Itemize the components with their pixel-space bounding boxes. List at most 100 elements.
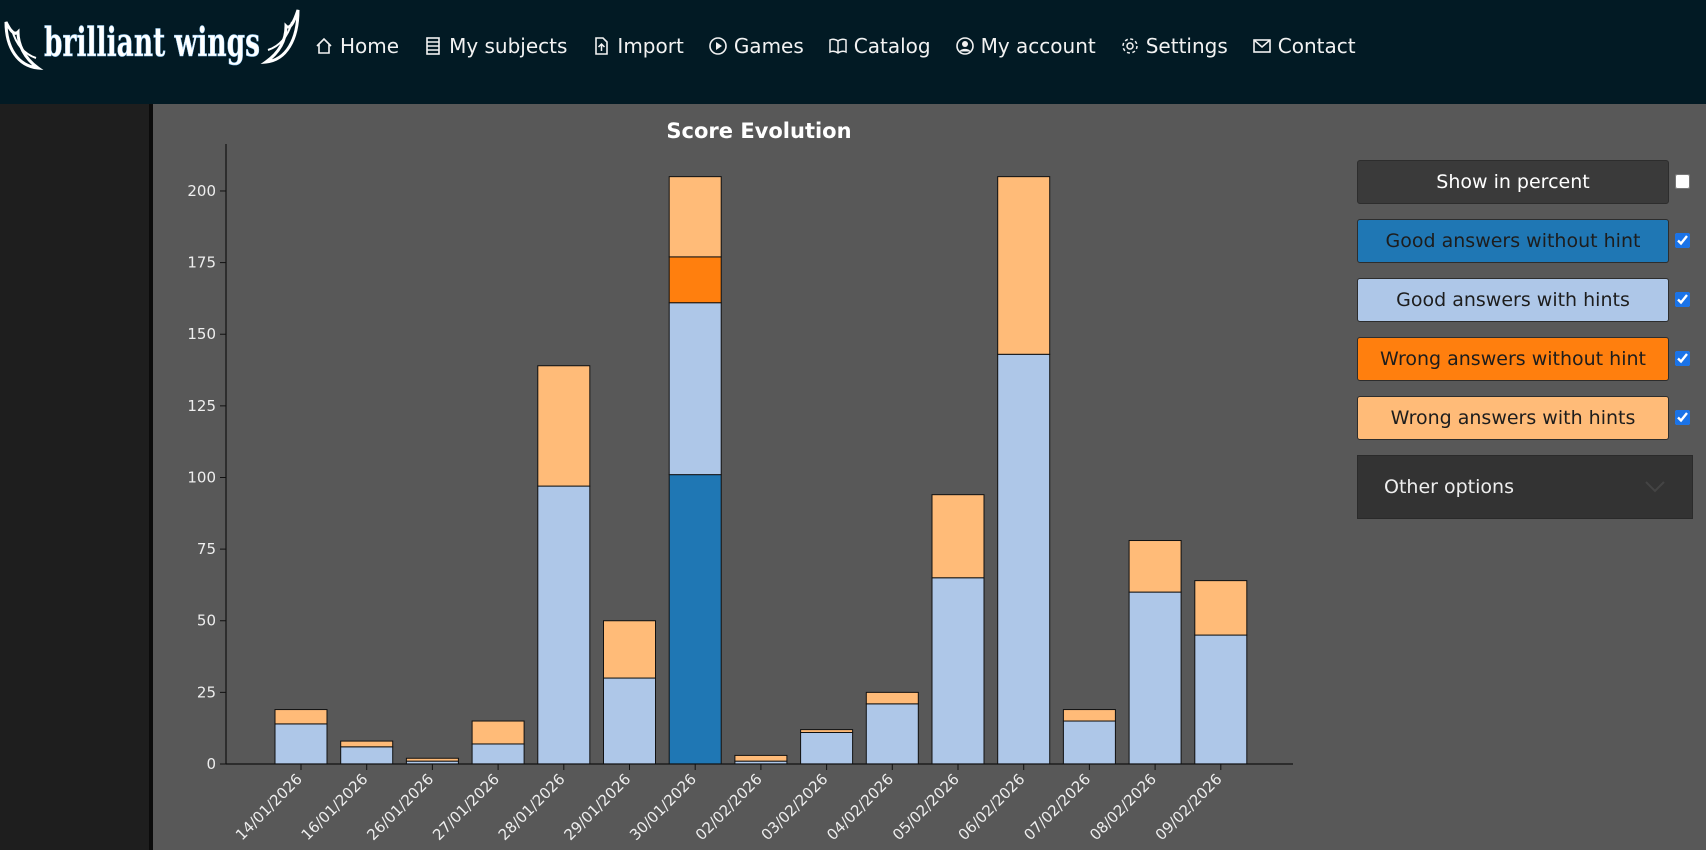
nav-item-contact[interactable]: Contact (1252, 34, 1356, 58)
legend-checkbox[interactable] (1675, 292, 1690, 307)
bar-segment (603, 620, 656, 679)
y-tick-label: 25 (197, 683, 216, 701)
bar-segment (340, 740, 394, 748)
brilliant-wings-logo[interactable]: brilliant wings (4, 4, 300, 74)
bar-segment (800, 731, 854, 765)
nav-item-catalog[interactable]: Catalog (828, 34, 931, 58)
bars-group (274, 176, 1248, 765)
main-nav: Home My subjects Import Games Catalog My acco… (314, 30, 1380, 62)
bar-segment (668, 302, 722, 476)
nav-item-import[interactable]: Import (591, 34, 684, 58)
legend-row: Good answers with hints (1357, 278, 1697, 324)
legend-toggle-button[interactable]: Wrong answers without hint (1357, 337, 1669, 381)
x-tick-label: 05/02/2026 (889, 770, 963, 844)
x-tick-label: 03/02/2026 (758, 770, 832, 844)
nav-item-label: Home (340, 34, 400, 58)
bar-segment (931, 494, 985, 579)
list-icon (426, 37, 440, 55)
x-tick-label: 28/01/2026 (495, 770, 569, 844)
bar-segment (997, 176, 1051, 355)
bar-segment (668, 474, 722, 765)
show-percent-label: Show in percent (1436, 171, 1590, 193)
y-tick-label: 100 (187, 468, 216, 486)
nav-item-home[interactable]: Home (314, 34, 399, 58)
left-sidebar (0, 104, 153, 850)
legend-checkbox[interactable] (1675, 233, 1690, 248)
bar-segment (471, 743, 525, 765)
play-circle-icon (709, 37, 727, 55)
envelope-icon (1252, 39, 1271, 53)
x-tick-label: 09/02/2026 (1152, 770, 1226, 844)
legend-toggle-button[interactable]: Good answers with hints (1357, 278, 1669, 322)
legend-label: Good answers without hint (1385, 230, 1641, 252)
legend-list: Good answers without hint Good answers wi… (1357, 219, 1697, 442)
bar-segment (1194, 634, 1248, 765)
legend-toggle-button[interactable]: Wrong answers with hints (1357, 396, 1669, 440)
legend-row: Wrong answers with hints (1357, 396, 1697, 442)
user-circle-icon (955, 37, 974, 55)
chart-title: Score Evolution (666, 119, 851, 143)
nav-item-label: My subjects (449, 34, 568, 58)
x-tick-label: 30/01/2026 (626, 770, 700, 844)
bar-segment (274, 709, 328, 725)
bar-segment (1194, 580, 1248, 636)
bar-segment (340, 746, 394, 765)
nav-item-label: Contact (1277, 34, 1356, 58)
y-axis: 0 25 50 75 100 125 150 175 200 (187, 144, 227, 773)
x-tick-label: 26/01/2026 (363, 770, 437, 844)
show-percent-button[interactable]: Show in percent (1357, 160, 1669, 204)
book-icon (829, 38, 847, 54)
nav-item-label: Import (617, 34, 684, 58)
bar-segment (537, 365, 591, 487)
y-tick-label: 200 (187, 182, 216, 200)
other-options-dropdown[interactable]: Other options (1357, 455, 1693, 519)
legend-row: Good answers without hint (1357, 219, 1697, 265)
bar-segment (734, 754, 788, 762)
y-tick-label: 125 (187, 397, 216, 415)
home-icon (316, 37, 332, 54)
nav-item-games[interactable]: Games (708, 34, 804, 58)
x-tick-label: 29/01/2026 (560, 770, 634, 844)
x-tick-label: 08/02/2026 (1086, 770, 1160, 844)
bar-segment (274, 723, 328, 765)
bar-segment (537, 485, 591, 765)
nav-item-settings[interactable]: Settings (1120, 34, 1228, 58)
bar-segment (1062, 709, 1116, 722)
chart-options-panel: Show in percent Good answers without hin… (1357, 160, 1697, 519)
bar-segment (471, 720, 525, 745)
legend-label: Wrong answers without hint (1380, 348, 1646, 370)
y-tick-label: 0 (206, 755, 216, 773)
y-tick-label: 150 (187, 325, 216, 343)
y-tick-label: 50 (197, 612, 216, 630)
nav-item-label: Settings (1145, 34, 1228, 58)
x-tick-label: 14/01/2026 (232, 770, 306, 844)
legend-row: Wrong answers without hint (1357, 337, 1697, 383)
file-upload-icon (595, 37, 609, 55)
logo-text: brilliant wings (44, 19, 260, 66)
show-percent-checkbox[interactable] (1675, 174, 1690, 189)
score-evolution-chart: Score Evolution 0 25 50 75 100 125 150 175 200 1… (187, 119, 1293, 844)
bar-segment (931, 577, 985, 765)
y-tick-label: 75 (197, 540, 216, 558)
bar-segment (1128, 540, 1182, 593)
bar-segment (865, 703, 919, 765)
bar-segment (865, 691, 919, 705)
nav-item-my-account[interactable]: My account (955, 34, 1096, 58)
nav-item-label: My account (980, 34, 1096, 58)
x-tick-label: 16/01/2026 (298, 770, 372, 844)
other-options-label: Other options (1384, 476, 1514, 498)
nav-item-label: Catalog (853, 34, 931, 58)
legend-checkbox[interactable] (1675, 351, 1690, 366)
chevron-down-icon (1645, 481, 1665, 493)
top-navbar: brilliant wings Home My subjects Import Gam… (0, 0, 1706, 104)
legend-checkbox[interactable] (1675, 410, 1690, 425)
x-tick-label: 04/02/2026 (823, 770, 897, 844)
nav-item-label: Games (733, 34, 804, 58)
legend-label: Good answers with hints (1396, 289, 1630, 311)
nav-item-my-subjects[interactable]: My subjects (423, 34, 567, 58)
y-tick-label: 175 (187, 254, 216, 272)
x-tick-label: 02/02/2026 (692, 770, 766, 844)
legend-toggle-button[interactable]: Good answers without hint (1357, 219, 1669, 263)
bar-segment (603, 677, 656, 765)
x-tick-label: 07/02/2026 (1020, 770, 1094, 844)
